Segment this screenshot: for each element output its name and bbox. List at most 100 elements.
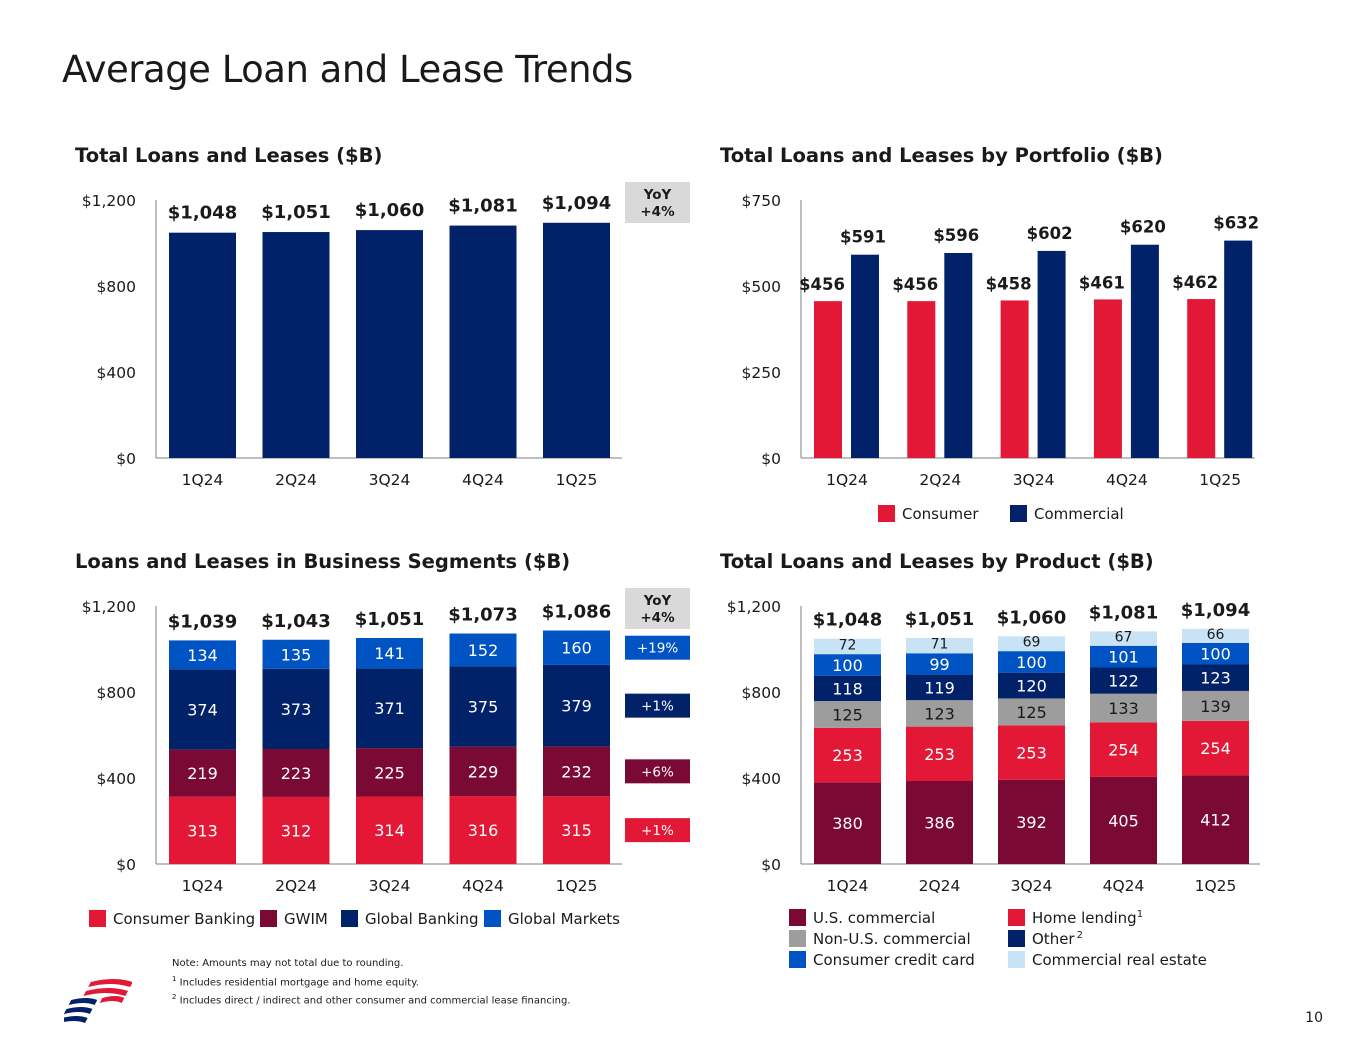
legend-label: GWIM [284,910,328,928]
stack-segment [998,636,1065,652]
legend-item-consumer-credit-card: Consumer credit card [789,951,975,969]
bar-value-label: $1,060 [355,200,424,221]
legend-item-non-us-commercial: Non-U.S. commercial [789,930,971,948]
x-tick-label: 3Q24 [369,471,411,489]
segment-value-label: 123 [1200,669,1231,688]
x-tick-label: 4Q24 [1103,877,1145,895]
x-tick-label: 1Q25 [1199,471,1241,489]
legend-label: Consumer credit card [813,951,975,969]
chart-title-segments: Loans and Leases in Business Segments ($… [75,550,571,573]
bar-value-label: $602 [1027,224,1073,243]
segment-value-label: 72 [839,637,857,653]
stack-segment [814,701,881,728]
stack-segment [169,796,236,864]
bar-consumer [1000,300,1029,458]
stack-segment [998,672,1065,699]
legend-label: Other [1032,930,1075,948]
chart-title-total: Total Loans and Leases ($B) [75,144,383,167]
yoy-segment-value: +19% [637,641,678,657]
legend-label: Consumer [902,505,979,523]
bar-consumer [907,301,936,458]
stack-total-label: $1,039 [168,611,237,632]
stack-segment [1090,645,1157,668]
legend-label: Home lending [1032,909,1137,927]
legend-item-other: Other 2 [1008,930,1083,948]
stack-segment [998,698,1065,726]
segment-value-label: 120 [1016,677,1047,696]
bar-value-label: $462 [1172,273,1218,292]
x-tick-label: 2Q24 [919,877,961,895]
yoy-box [625,182,690,223]
y-tick-label: $500 [742,278,781,296]
product-chart: $0 $400 $800 $1,200 1Q24 2Q24 3Q24 4Q24 1Q25 380 2… [727,598,1260,895]
stack-total-label: $1,060 [997,607,1066,628]
segment-value-label: 253 [832,746,863,765]
bar-value-label: $632 [1213,214,1259,233]
bar-value-label: $458 [986,274,1032,293]
legend-swatch [878,505,895,522]
y-tick-label: $750 [742,192,781,210]
legend-swatch [89,910,106,927]
x-tick-label: 4Q24 [462,877,504,895]
legend-swatch [341,910,358,927]
legend-item-consumer: Consumer [878,505,979,523]
footnotes: Note: Amounts may not total due to round… [172,957,570,1009]
stack-segment [1182,664,1249,691]
segment-value-label: 312 [281,821,312,840]
segment-value-label: 373 [281,700,312,719]
legend-swatch [260,910,277,927]
segment-value-label: 134 [187,646,218,665]
stack-segment [906,726,973,782]
y-tick-label: $250 [742,364,781,382]
x-tick-label: 1Q25 [556,877,598,895]
yoy-label: YoY [643,593,672,609]
segment-value-label: 69 [1023,635,1041,651]
stack-segment [543,664,610,747]
legend-label: Global Banking [365,910,479,928]
stack-segment [449,666,517,747]
stack-segment [1090,693,1157,723]
segment-value-label: 119 [924,678,955,697]
legend-swatch [1010,505,1027,522]
legend-swatch [1008,951,1025,968]
legend-item-commercial-real-estate: Commercial real estate [1008,951,1207,969]
segment-value-label: 225 [374,763,405,782]
stack-total-label: $1,081 [1089,602,1158,623]
stack-segment [1182,642,1249,665]
note-line: Note: Amounts may not total due to round… [172,958,404,969]
stack-segment [356,796,423,864]
stack-segment [906,638,973,654]
total-loans-chart: $0 $400 $800 $1,200 1Q24 2Q24 3Q24 4Q24 1Q25 $1,0… [82,182,690,489]
page-title: Average Loan and Lease Trends [62,48,633,91]
legend-item-global-markets: Global Markets [484,910,620,928]
bar-consumer [1093,299,1122,458]
segment-value-label: 139 [1200,697,1231,716]
stack-segment [449,796,517,864]
segment-value-label: 223 [281,764,312,783]
x-tick-label: 3Q24 [369,877,411,895]
stack-segment [449,633,517,667]
stack-segment [262,796,330,864]
yoy-value: +4% [640,204,675,220]
legend-item-global-banking: Global Banking [341,910,479,928]
stack-segment [1090,722,1157,777]
stack-segment [543,746,610,797]
bar [262,232,330,458]
x-tick-label: 1Q25 [556,471,598,489]
bar-commercial [1130,244,1159,458]
legend-item-consumer-banking: Consumer Banking [89,910,255,928]
segment-value-label: 141 [374,644,405,663]
footnote-text: Includes direct / indirect and other con… [179,995,571,1007]
legend-label: Commercial [1034,505,1124,523]
segment-value-label: 375 [468,698,499,717]
segment-value-label: 100 [832,656,863,675]
x-tick-label: 3Q24 [1011,877,1053,895]
segment-value-label: 99 [929,655,949,674]
y-tick-label: $0 [761,856,781,874]
segment-value-label: 232 [561,762,592,781]
stack-segment [1090,631,1157,646]
stack-segment [814,727,881,783]
bar [356,230,423,458]
segment-value-label: 253 [1016,744,1047,763]
x-tick-label: 2Q24 [919,471,961,489]
